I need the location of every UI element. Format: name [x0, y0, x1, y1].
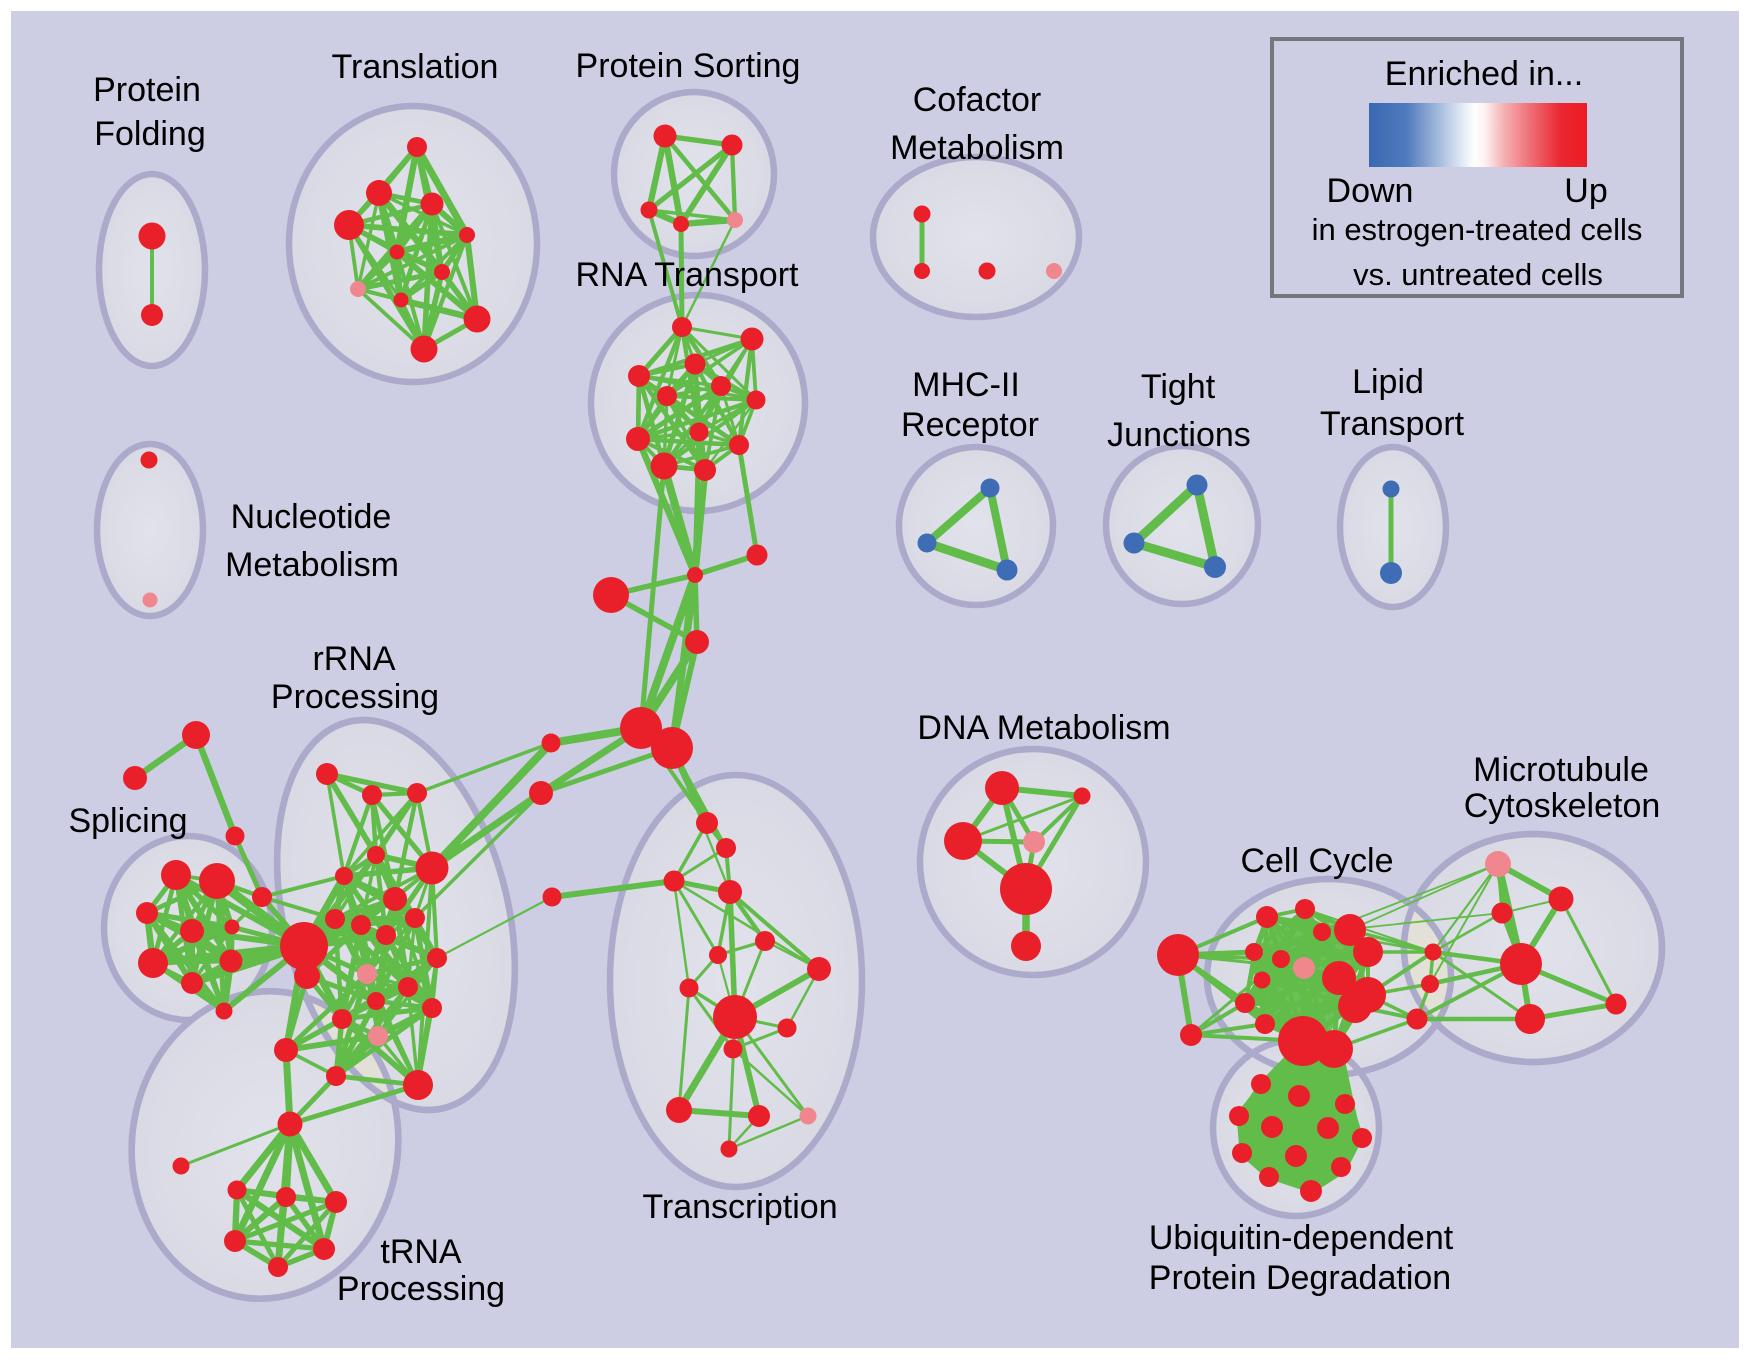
svg-text:in estrogen-treated cells: in estrogen-treated cells: [1312, 212, 1643, 247]
svg-text:Protein: Protein: [93, 71, 201, 109]
svg-text:Cell Cycle: Cell Cycle: [1240, 842, 1393, 880]
svg-text:Cytoskeleton: Cytoskeleton: [1464, 787, 1661, 825]
svg-text:Microtubule: Microtubule: [1473, 751, 1649, 789]
svg-text:DNA Metabolism: DNA Metabolism: [917, 709, 1170, 747]
svg-text:Processing: Processing: [271, 678, 439, 716]
svg-text:Ubiquitin-dependent: Ubiquitin-dependent: [1149, 1219, 1454, 1257]
svg-text:Enriched in...: Enriched in...: [1385, 55, 1583, 93]
svg-text:Junctions: Junctions: [1107, 416, 1251, 454]
svg-text:Protein Sorting: Protein Sorting: [576, 47, 801, 85]
svg-text:Transport: Transport: [1320, 405, 1465, 443]
svg-text:Splicing: Splicing: [68, 802, 187, 840]
svg-text:Cofactor: Cofactor: [913, 81, 1042, 119]
svg-text:Tight: Tight: [1141, 368, 1216, 406]
svg-text:Translation: Translation: [332, 48, 499, 86]
svg-text:Receptor: Receptor: [901, 406, 1039, 444]
svg-text:Up: Up: [1564, 172, 1607, 210]
svg-text:vs. untreated cells: vs. untreated cells: [1353, 257, 1603, 292]
svg-text:MHC-II: MHC-II: [912, 366, 1020, 404]
svg-text:Metabolism: Metabolism: [225, 546, 399, 584]
svg-text:Folding: Folding: [94, 115, 206, 153]
svg-text:tRNA: tRNA: [380, 1233, 462, 1271]
svg-text:Lipid: Lipid: [1352, 363, 1424, 401]
svg-text:rRNA: rRNA: [312, 640, 395, 678]
svg-text:RNA Transport: RNA Transport: [576, 256, 800, 294]
svg-text:Processing: Processing: [337, 1270, 505, 1308]
svg-text:Protein Degradation: Protein Degradation: [1149, 1259, 1451, 1297]
svg-text:Down: Down: [1327, 172, 1414, 210]
svg-text:Nucleotide: Nucleotide: [231, 498, 392, 536]
svg-text:Transcription: Transcription: [642, 1188, 837, 1226]
svg-text:Metabolism: Metabolism: [890, 129, 1064, 167]
